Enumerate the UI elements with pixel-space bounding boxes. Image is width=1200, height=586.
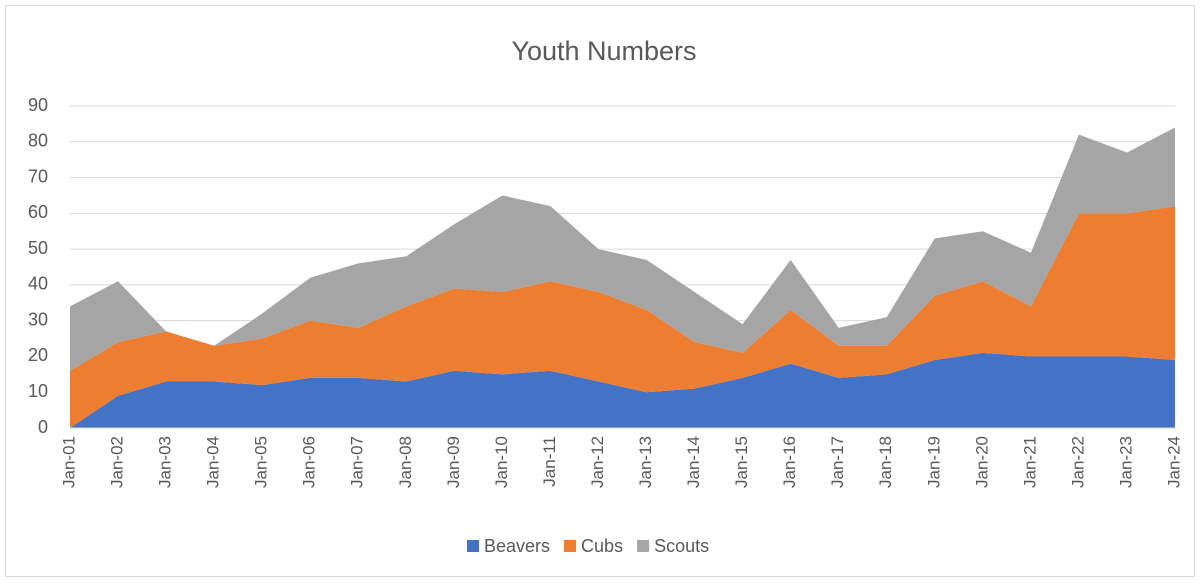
area — [70, 352, 1175, 428]
chart-title: Youth Numbers — [511, 36, 696, 66]
x-tick-label: Jan-04 — [204, 436, 223, 488]
x-tick-label: Jan-21 — [1020, 436, 1039, 488]
x-tick-label: Jan-07 — [348, 436, 367, 488]
area — [70, 127, 1175, 371]
y-tick-label: 60 — [28, 202, 48, 222]
legend-swatch — [467, 540, 479, 552]
legend-label: Beavers — [484, 536, 550, 556]
legend-swatch — [637, 540, 650, 552]
x-tick-label: Jan-02 — [108, 436, 127, 488]
x-tick-label: Jan-05 — [252, 436, 271, 488]
x-tick-label: Jan-19 — [924, 436, 943, 488]
x-tick-label: Jan-12 — [588, 436, 607, 488]
y-tick-label: 40 — [28, 274, 48, 294]
x-tick-label: Jan-20 — [972, 436, 991, 488]
x-tick-label: Jan-15 — [732, 436, 751, 488]
x-tick-label: Jan-14 — [684, 436, 703, 488]
legend-swatch — [564, 540, 577, 552]
x-tick-label: Jan-17 — [828, 436, 847, 488]
x-tick-label: Jan-10 — [492, 436, 511, 488]
x-tick-label: Jan-06 — [300, 436, 319, 488]
y-tick-label: 30 — [28, 309, 48, 329]
y-tick-label: 80 — [28, 131, 48, 151]
x-tick-label: Jan-23 — [1116, 436, 1135, 488]
legend-label: Scouts — [654, 536, 709, 556]
area — [70, 206, 1175, 428]
x-tick-label: Jan-16 — [780, 436, 799, 488]
x-tick-label: Jan-13 — [636, 436, 655, 488]
x-tick-label: Jan-11 — [540, 436, 559, 487]
x-tick-label: Jan-18 — [876, 436, 895, 488]
x-tick-label: Jan-01 — [59, 436, 78, 488]
x-tick-label: Jan-08 — [396, 436, 415, 488]
y-tick-label: 20 — [28, 345, 48, 365]
x-tick-label: Jan-22 — [1068, 436, 1087, 488]
x-tick-label: Jan-09 — [444, 436, 463, 488]
x-tick-label: Jan-24 — [1164, 436, 1183, 488]
x-tick-label: Jan-03 — [156, 436, 175, 488]
y-tick-label: 50 — [28, 238, 48, 258]
y-tick-label: 0 — [38, 417, 48, 437]
y-tick-label: 90 — [28, 95, 48, 115]
y-tick-label: 70 — [28, 166, 48, 186]
y-tick-label: 10 — [28, 381, 48, 401]
legend-label: Cubs — [581, 536, 623, 556]
